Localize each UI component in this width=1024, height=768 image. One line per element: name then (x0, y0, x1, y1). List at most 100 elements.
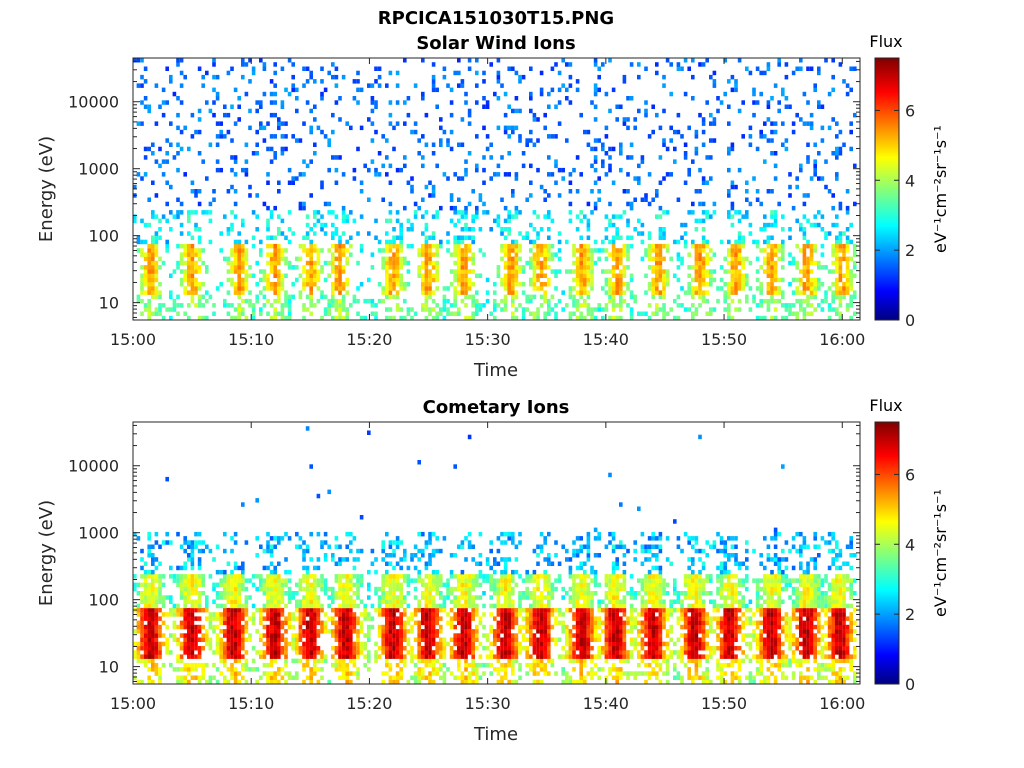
heatmap-cell (136, 294, 141, 300)
heatmap-cell (140, 582, 144, 588)
heatmap-cell (655, 277, 659, 283)
heatmap-cell (791, 260, 796, 266)
heatmap-cell (842, 273, 846, 278)
heatmap-cell (701, 142, 706, 147)
heatmap-cell (140, 633, 144, 638)
heatmap-cell (226, 650, 231, 655)
heatmap-cell (849, 273, 853, 278)
heatmap-cell (158, 578, 162, 583)
heatmap-cell (471, 235, 475, 240)
heatmap-cell (637, 163, 641, 169)
heatmap-cell (190, 252, 195, 257)
heatmap-cell (341, 612, 346, 617)
heatmap-cell (169, 290, 173, 295)
heatmap-cell (223, 214, 227, 219)
heatmap-cell (651, 269, 655, 274)
heatmap-cell (151, 273, 155, 278)
heatmap-cell (291, 595, 295, 600)
heatmap-cell (626, 218, 630, 224)
heatmap-cell (226, 277, 231, 283)
heatmap-cell (194, 675, 198, 680)
heatmap-cell (831, 294, 835, 300)
heatmap-cell (518, 282, 522, 287)
heatmap-cell (147, 548, 151, 554)
heatmap-cell (529, 193, 533, 198)
heatmap-cell (136, 582, 141, 588)
heatmap-cell (482, 303, 486, 308)
heatmap-cell (554, 104, 558, 109)
heatmap-cell (662, 303, 666, 308)
heatmap-cell (140, 641, 144, 647)
heatmap-cell (806, 298, 810, 304)
heatmap-cell (194, 189, 198, 194)
heatmap-cell (579, 303, 583, 308)
heatmap-cell (482, 201, 486, 207)
heatmap-cell (388, 629, 393, 634)
heatmap-cell (215, 637, 220, 642)
heatmap-cell (568, 74, 573, 80)
heatmap-cell (223, 548, 227, 554)
heatmap-cell (331, 294, 335, 300)
heatmap-cell (464, 574, 468, 579)
heatmap-cell (244, 172, 249, 177)
heatmap-cell (313, 222, 317, 228)
heatmap-cell (190, 248, 195, 253)
heatmap-cell (385, 569, 389, 575)
heatmap-cell (583, 243, 587, 249)
heatmap-cell (431, 62, 436, 67)
heatmap-cell (766, 62, 771, 67)
heatmap-cell (475, 210, 479, 215)
heatmap-cell (431, 599, 436, 604)
heatmap-cell (226, 641, 231, 647)
heatmap-cell (266, 679, 270, 685)
heatmap-cell (226, 231, 231, 236)
heatmap-cell (169, 294, 173, 300)
heatmap-cell (273, 612, 277, 617)
heatmap-cell (503, 260, 508, 266)
heatmap-cell (709, 282, 713, 287)
heatmap-cell (190, 654, 195, 659)
heatmap-cell (298, 616, 303, 621)
heatmap-cell (233, 239, 238, 245)
heatmap-cell (421, 265, 425, 270)
heatmap-cell (212, 616, 216, 621)
heatmap-cell (493, 290, 497, 295)
heatmap-cell (471, 671, 475, 676)
heatmap-cell (763, 315, 767, 321)
heatmap-cell (813, 282, 817, 287)
heatmap-cell (349, 252, 353, 257)
heatmap-cell (428, 269, 432, 274)
heatmap-cell (341, 282, 346, 287)
heatmap-cell (629, 62, 634, 67)
heatmap-cell (266, 599, 270, 604)
heatmap-cell (457, 58, 461, 63)
heatmap-cell (230, 599, 234, 604)
heatmap-cell (273, 624, 277, 630)
heatmap-cell (417, 633, 421, 638)
heatmap-cell (655, 282, 659, 287)
heatmap-cell (302, 574, 306, 579)
heatmap-cell (385, 629, 389, 634)
heatmap-cell (457, 290, 461, 295)
heatmap-cell (694, 307, 699, 312)
heatmap-cell (241, 311, 245, 316)
heatmap-cell (453, 290, 457, 295)
heatmap-cell (532, 286, 537, 291)
heatmap-cell (835, 214, 839, 219)
heatmap-cell (334, 536, 339, 541)
heatmap-cell (233, 540, 238, 545)
heatmap-cell (428, 256, 432, 262)
heatmap-cell (309, 667, 313, 672)
heatmap-cell (809, 290, 814, 295)
heatmap-cell (367, 197, 371, 202)
heatmap-cell (388, 540, 393, 545)
heatmap-cell (359, 612, 364, 617)
heatmap-cell (298, 633, 303, 638)
heatmap-cell (197, 603, 202, 609)
heatmap-cell (316, 125, 321, 131)
heatmap-cell (151, 553, 155, 558)
heatmap-cell (777, 256, 781, 262)
heatmap-cell (259, 574, 263, 579)
heatmap-cell (806, 66, 810, 71)
heatmap-cell (428, 603, 432, 609)
